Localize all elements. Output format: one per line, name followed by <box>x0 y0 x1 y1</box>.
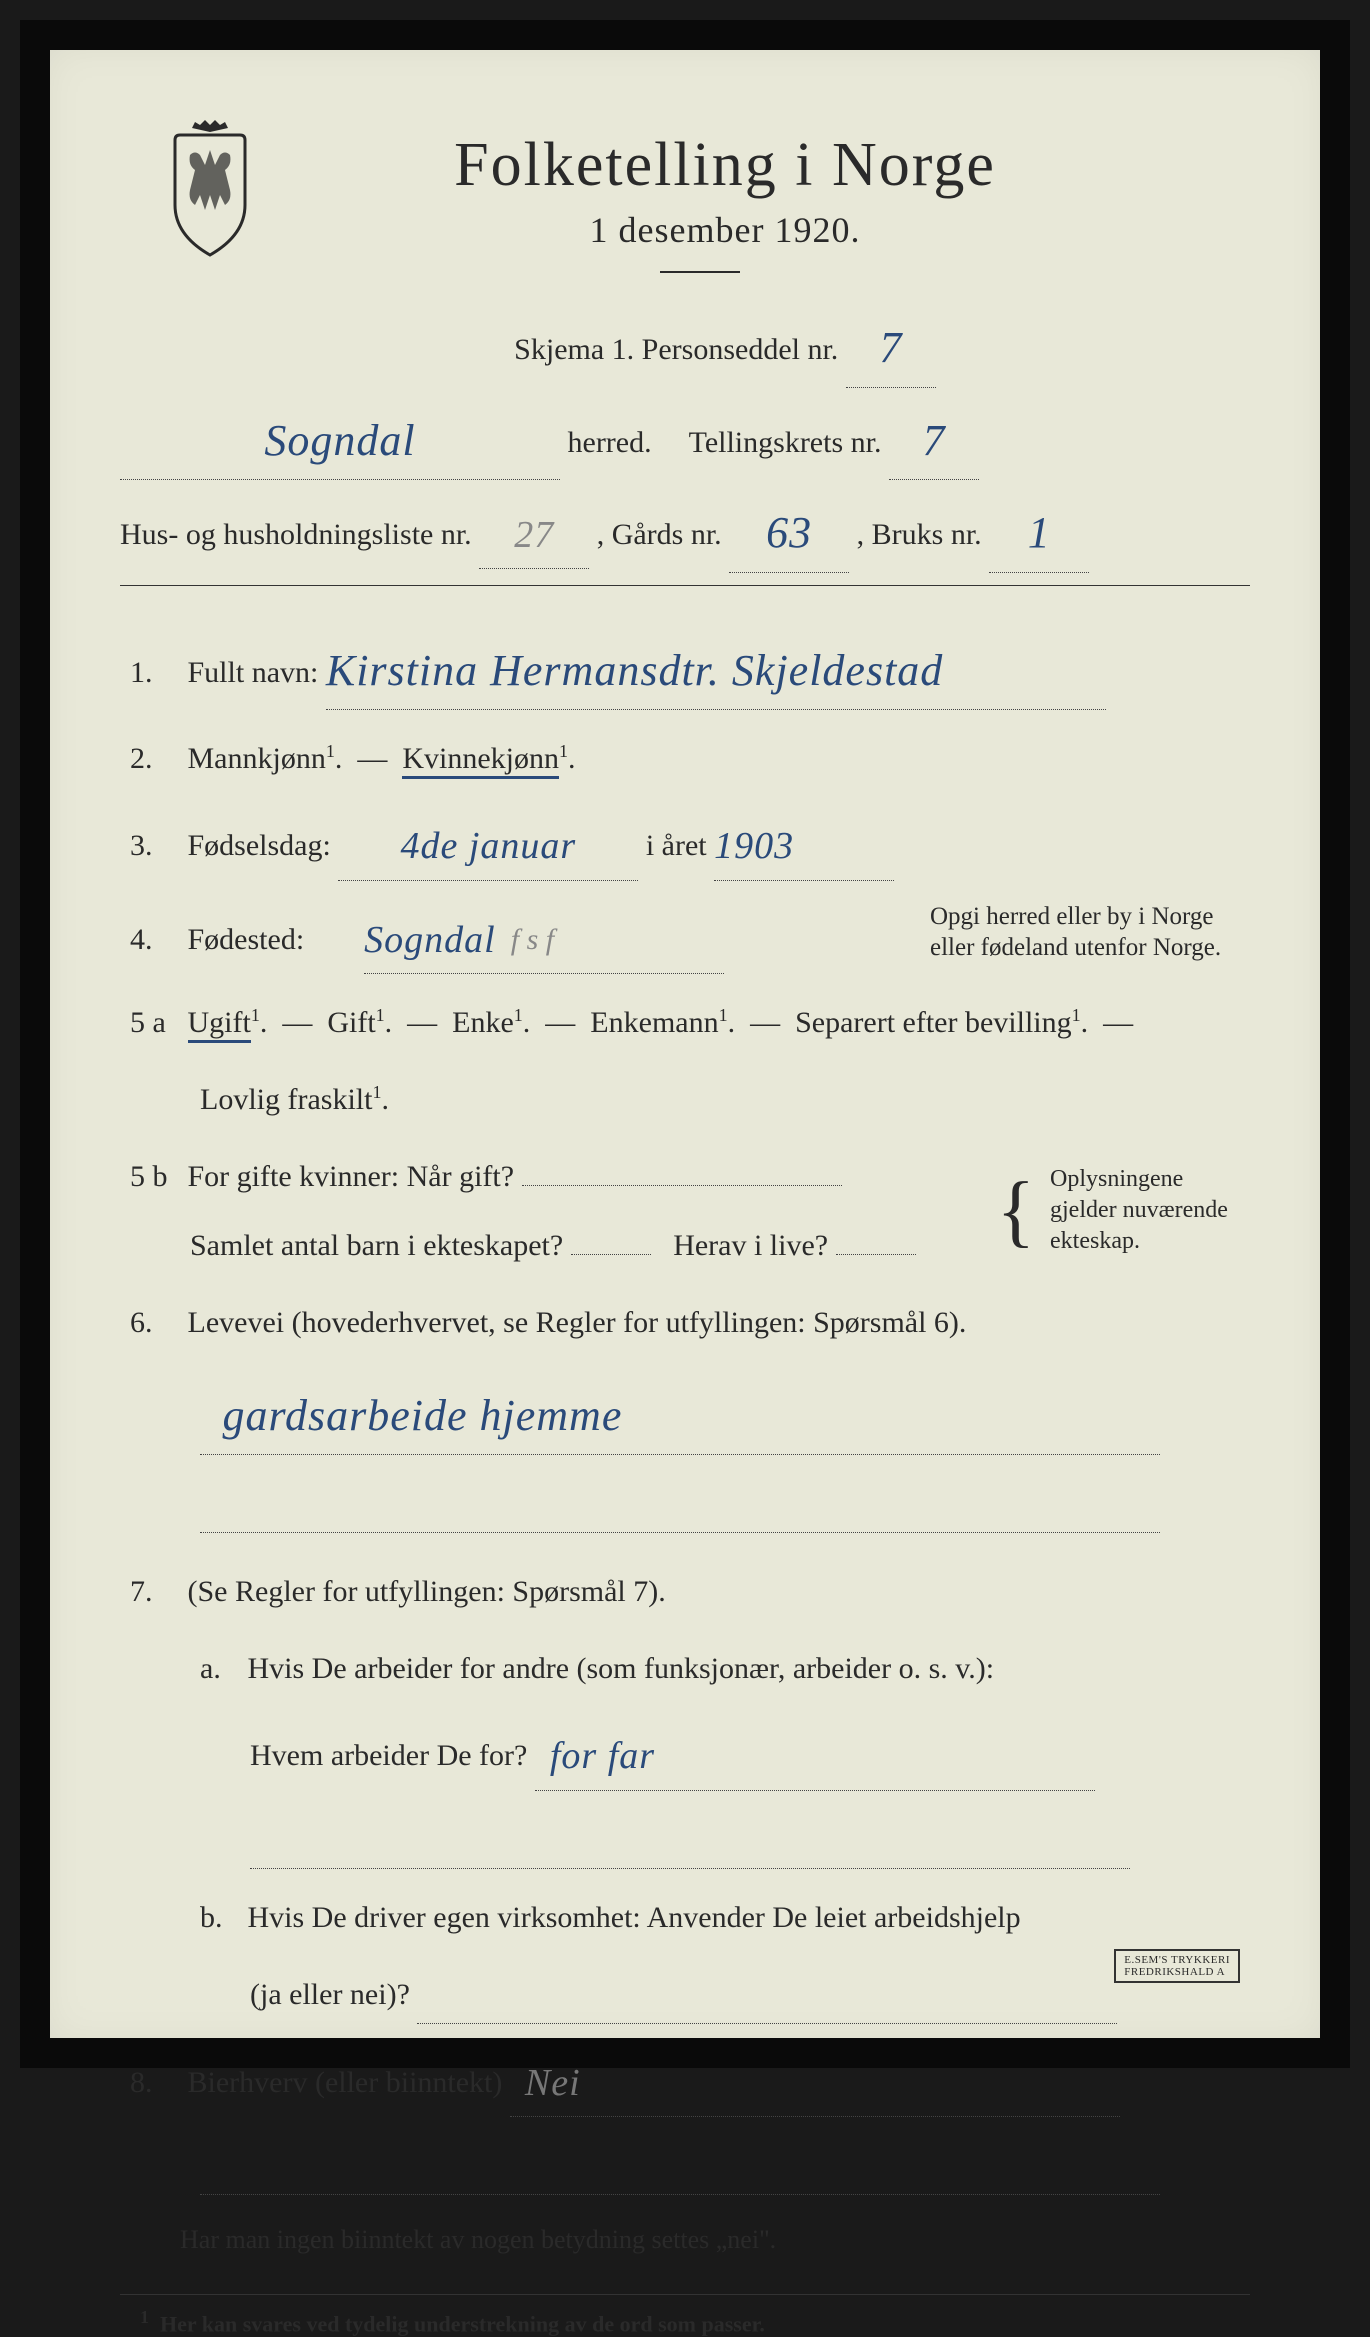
husliste-nr: 27 <box>514 514 554 556</box>
q8-blank <box>120 2137 1250 2195</box>
q3-num: 3. <box>130 817 180 874</box>
section-divider <box>120 585 1250 586</box>
q7b-label2: (ja eller nei)? <box>250 1978 410 2011</box>
q4-label: Fødested: <box>188 923 305 956</box>
q7a-line1: a. Hvis De arbeider for andre (som funks… <box>120 1640 1250 1697</box>
q6-blank-line <box>120 1475 1250 1533</box>
husliste-line: Hus- og husholdningsliste nr. 27 , Gårds… <box>120 488 1250 573</box>
husliste-label: Hus- og husholdningsliste nr. <box>120 518 472 551</box>
q3-label: Fødselsdag: <box>188 829 331 862</box>
q2-num: 2. <box>130 730 180 787</box>
q3-day: 4de januar <box>400 825 576 867</box>
tellingskrets-nr: 7 <box>922 416 945 465</box>
q5b-sidenote: Oplysningene gjelder nuværende ekteskap. <box>1050 1164 1250 1258</box>
brace-icon: { <box>997 1191 1035 1231</box>
footnote-1: Har man ingen biinntekt av nogen betydni… <box>120 2215 1250 2264</box>
q7a-num: a. <box>200 1640 240 1697</box>
herred-label: herred. <box>568 426 652 459</box>
page-title: Folketelling i Norge <box>200 130 1250 201</box>
bruks-label: , Bruks nr. <box>857 518 982 551</box>
q7-line: 7. (Se Regler for utfyllingen: Spørsmål … <box>120 1563 1250 1620</box>
q5a-opt2: Gift <box>327 1006 375 1039</box>
q4-side-b: eller fødeland utenfor Norge. <box>930 934 1221 961</box>
q3-year: 1903 <box>714 825 794 867</box>
q5b-side-b: gjelder nuværende <box>1050 1197 1228 1223</box>
q6-label: Levevei (hovederhvervet, se Regler for u… <box>188 1306 967 1339</box>
q5b-label-b: Samlet antal barn i ekteskapet? <box>190 1229 563 1262</box>
q7a-label2: Hvem arbeider De for? <box>250 1739 527 1772</box>
q7-label: (Se Regler for utfyllingen: Spørsmål 7). <box>188 1575 666 1608</box>
footnote-2: 1 Her kan svares ved tydelig understrekn… <box>120 2307 1250 2337</box>
q1-line: 1. Fullt navn: Kirstina Hermansdtr. Skje… <box>120 626 1250 711</box>
q7b-num: b. <box>200 1889 240 1946</box>
q4-pencil: f s f <box>511 923 554 956</box>
gards-label: , Gårds nr. <box>597 518 722 551</box>
q5a-opt1-selected: Ugift <box>188 1006 251 1043</box>
stamp-line2: FREDRIKSHALD A <box>1124 1966 1230 1978</box>
q7a-line2: Hvem arbeider De for? for far <box>120 1717 1250 1790</box>
tellingskrets-label: Tellingskrets nr. <box>689 426 882 459</box>
q7b-line2: (ja eller nei)? <box>120 1966 1250 2024</box>
q5a-line2: Lovlig fraskilt1. <box>120 1071 1250 1128</box>
printer-stamp: E.SEM'S TRYKKERI FREDRIKSHALD A <box>1114 1949 1240 1983</box>
coat-of-arms-icon <box>160 120 260 260</box>
skjema-label: Skjema 1. Personseddel nr. <box>514 333 838 366</box>
q8-line: 8. Bierhverv (eller biinntekt) Nei <box>120 2044 1250 2117</box>
footnote-2-num: 1 <box>140 2307 149 2327</box>
q4-value: Sogndal <box>364 919 496 961</box>
q7a-label1: Hvis De arbeider for andre (som funksjon… <box>248 1652 995 1685</box>
gards-nr: 63 <box>766 508 812 557</box>
q4-num: 4. <box>130 911 180 968</box>
q3-mid: i året <box>646 829 707 862</box>
q8-value: Nei <box>525 2062 581 2104</box>
q5b-side-c: ekteskap. <box>1050 1228 1140 1254</box>
q4-sidenote: Opgi herred eller by i Norge eller fødel… <box>930 901 1250 964</box>
q7a-blank <box>120 1811 1250 1869</box>
q6-ǹum: 6. <box>130 1294 180 1351</box>
q5a-opt4: Enkemann <box>590 1006 718 1039</box>
q7a-value: for far <box>550 1735 655 1777</box>
q2-opt-a: Mannkjønn <box>188 742 326 775</box>
herred-value: Sogndal <box>264 416 415 465</box>
q5a-opt3: Enke <box>452 1006 514 1039</box>
q7-num: 7. <box>130 1563 180 1620</box>
title-divider <box>660 271 740 273</box>
q1-num: 1. <box>130 644 180 701</box>
stamp-line1: E.SEM'S TRYKKERI <box>1124 1954 1230 1966</box>
footnote-2-text: Her kan svares ved tydelig understreknin… <box>160 2311 765 2336</box>
q5b-num: 5 b <box>130 1148 180 1205</box>
q2-opt-b-selected: Kvinnekjønn <box>402 742 559 779</box>
herred-line: Sogndal herred. Tellingskrets nr. 7 <box>120 396 1250 481</box>
q6-value-line: gardsarbeide hjemme <box>120 1371 1250 1456</box>
q7b-label1: Hvis De driver egen virksomhet: Anvender… <box>248 1901 1021 1934</box>
questions-block: 1. Fullt navn: Kirstina Hermansdtr. Skje… <box>120 626 1250 2264</box>
q6-value: gardsarbeide hjemme <box>223 1391 623 1440</box>
bruks-nr: 1 <box>1028 508 1051 557</box>
census-form-page: Folketelling i Norge 1 desember 1920. Sk… <box>20 20 1350 2068</box>
q5a-num: 5 a <box>130 994 180 1051</box>
personseddel-nr: 7 <box>879 323 902 372</box>
q2-line: 2. Mannkjønn1. — Kvinnekjønn1. <box>120 730 1250 787</box>
q5a-opt6: Lovlig fraskilt <box>200 1083 372 1116</box>
q5a-line: 5 a Ugift1. — Gift1. — Enke1. — Enkemann… <box>120 994 1250 1051</box>
q5b-side-a: Oplysningene <box>1050 1166 1183 1192</box>
q5a-opt5: Separert efter bevilling <box>795 1006 1072 1039</box>
q7b-line1: b. Hvis De driver egen virksomhet: Anven… <box>120 1889 1250 1946</box>
q4-side-a: Opgi herred eller by i Norge <box>930 903 1213 930</box>
skjema-line: Skjema 1. Personseddel nr. 7 <box>200 303 1250 388</box>
q8-num: 8. <box>130 2054 180 2111</box>
q5b-label-c: Herav i live? <box>673 1229 828 1262</box>
q5b-label-a: For gifte kvinner: Når gift? <box>188 1160 515 1193</box>
header: Folketelling i Norge 1 desember 1920. <box>120 130 1250 273</box>
q1-label: Fullt navn: <box>188 656 319 689</box>
page-subtitle: 1 desember 1920. <box>200 209 1250 251</box>
q3-line: 3. Fødselsdag: 4de januar i året 1903 <box>120 807 1250 880</box>
q6-line: 6. Levevei (hovederhvervet, se Regler fo… <box>120 1294 1250 1351</box>
q8-label: Bierhverv (eller biinntekt) <box>188 2066 503 2099</box>
q1-value: Kirstina Hermansdtr. Skjeldestad <box>326 646 943 695</box>
footnote-divider <box>120 2294 1250 2295</box>
q5b-line: 5 b For gifte kvinner: Når gift? Samlet … <box>120 1148 1250 1274</box>
q4-line: Opgi herred eller by i Norge eller fødel… <box>120 901 1250 974</box>
